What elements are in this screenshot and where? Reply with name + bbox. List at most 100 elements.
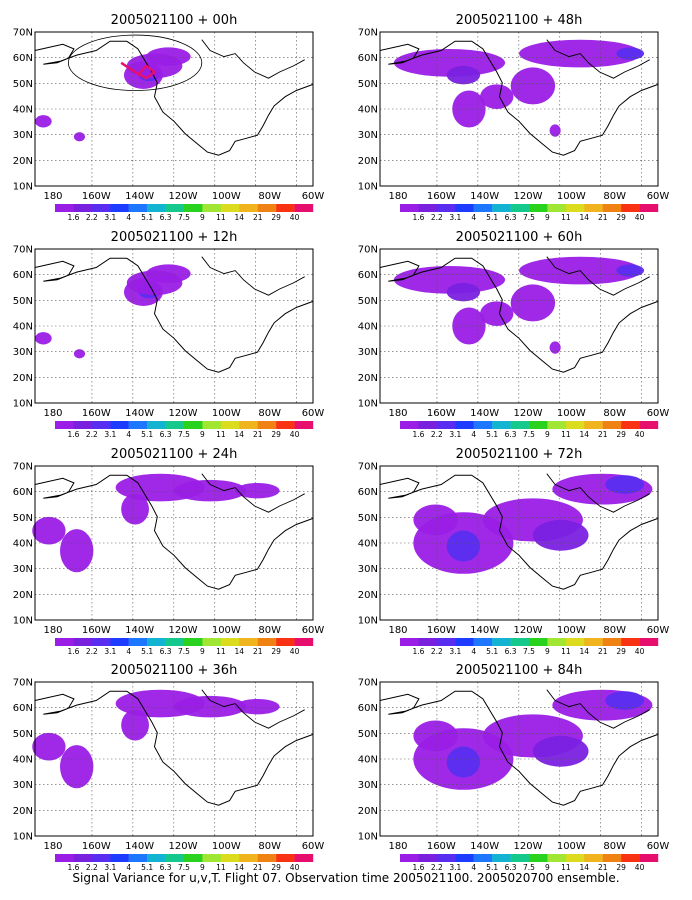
forecast-panel: 2005021100 + 48h 70N 60N 50N 40N 30N 20N 10N 180… — [358, 13, 670, 222]
colorbar-swatch — [639, 638, 659, 646]
variance-shading — [146, 264, 191, 283]
coastline — [34, 257, 314, 373]
colorbar-label: 2.2 — [431, 430, 443, 439]
flight-track — [120, 61, 157, 80]
colorbar-swatch — [276, 854, 295, 862]
variance-shading — [121, 493, 149, 525]
variance-shading — [174, 695, 247, 718]
longitude-label: 140W — [125, 841, 154, 852]
colorbar-swatch — [400, 204, 419, 212]
latitude-label: 50N — [13, 79, 33, 90]
colorbar-label: 11 — [216, 863, 226, 872]
colorbar-swatch — [418, 421, 438, 429]
variance-shading — [446, 530, 481, 562]
colorbar-label: 21 — [598, 863, 608, 872]
longitude-label: 100W — [557, 625, 586, 636]
colorbar-label: 29 — [271, 863, 281, 872]
latitude-label: 20N — [13, 806, 33, 817]
longitude-label: 120W — [514, 408, 543, 419]
longitude-label: 80W — [603, 408, 626, 419]
colorbar-label: 6.3 — [505, 430, 517, 439]
variance-shading — [616, 264, 645, 277]
colorbar-swatch — [547, 638, 567, 646]
colorbar-label: 14 — [235, 213, 245, 222]
colorbar-swatch — [91, 204, 111, 212]
colorbar-swatch — [510, 421, 530, 429]
variance-shading — [549, 124, 561, 137]
colorbar-label: 3.1 — [104, 863, 116, 872]
colorbar-label: 11 — [561, 430, 571, 439]
latitude-label: 40N — [358, 105, 378, 116]
colorbar-label: 40 — [635, 213, 645, 222]
colorbar-label: 29 — [271, 430, 281, 439]
variance-shading — [446, 746, 481, 778]
longitude-label: 80W — [258, 191, 281, 202]
colorbar-swatch — [184, 421, 203, 429]
colorbar-label: 5.1 — [141, 863, 153, 872]
colorbar-swatch — [455, 204, 474, 212]
longitude-label: 100W — [212, 841, 241, 852]
colorbar-label: 40 — [635, 647, 645, 656]
latitude-label: 60N — [13, 487, 33, 498]
latitude-label: 30N — [13, 130, 33, 141]
colorbar-swatch — [565, 204, 585, 212]
latitude-label: 50N — [358, 296, 378, 307]
colorbar-swatch — [400, 638, 419, 646]
colorbar-swatch — [473, 854, 493, 862]
latitude-label: 60N — [358, 703, 378, 714]
latitude-label: 10N — [13, 399, 33, 410]
coastline — [379, 474, 659, 590]
colorbar-label: 2.2 — [86, 647, 98, 656]
colorbar-swatch — [418, 204, 438, 212]
latitude-label: 10N — [358, 182, 378, 193]
colorbar-label: 29 — [271, 213, 281, 222]
longitude-label: 180 — [43, 841, 62, 852]
map-frame — [379, 248, 659, 404]
variance-shading — [32, 516, 66, 545]
forecast-panel: 2005021100 + 84h 70N 60N 50N 40N 30N 20N 10N 180… — [358, 663, 670, 872]
colorbar-swatch — [400, 854, 419, 862]
latitude-label: 30N — [358, 564, 378, 575]
colorbar-label: 14 — [580, 647, 590, 656]
latitude-label: 50N — [13, 513, 33, 524]
colorbar-label: 9 — [200, 430, 205, 439]
panel-title: 2005021100 + 36h — [111, 663, 238, 678]
colorbar-label: 4 — [126, 863, 131, 872]
coastline — [34, 40, 314, 156]
colorbar-swatch — [418, 638, 438, 646]
colorbar-swatch — [276, 421, 295, 429]
longitude-label: 140W — [470, 408, 499, 419]
longitude-label: 160W — [427, 841, 456, 852]
colorbar-swatch — [220, 421, 240, 429]
coastline — [379, 690, 659, 806]
colorbar-label: 40 — [290, 863, 300, 872]
colorbar-label: 4 — [126, 430, 131, 439]
colorbar-label: 11 — [216, 430, 226, 439]
colorbar-swatch — [110, 854, 129, 862]
latitude-label: 70N — [358, 245, 378, 256]
latitude-label: 50N — [358, 79, 378, 90]
longitude-label: 60W — [647, 625, 670, 636]
colorbar-label: 29 — [271, 647, 281, 656]
coastline — [546, 689, 650, 729]
colorbar-swatch — [202, 421, 222, 429]
colorbar-label: 21 — [598, 213, 608, 222]
colorbar-label: 1.6 — [412, 647, 424, 656]
colorbar-swatch — [110, 638, 129, 646]
colorbar-label: 7.5 — [523, 213, 535, 222]
colorbar-label: 14 — [580, 213, 590, 222]
coastline — [201, 256, 305, 296]
latitude-label: 30N — [13, 780, 33, 791]
longitude-label: 100W — [557, 408, 586, 419]
latitude-label: 40N — [358, 322, 378, 333]
colorbar-swatch — [202, 204, 222, 212]
colorbar-label: 9 — [200, 213, 205, 222]
variance-shading — [480, 84, 514, 109]
longitude-label: 60W — [302, 191, 325, 202]
colorbar-label: 7.5 — [523, 647, 535, 656]
latitude-label: 30N — [358, 130, 378, 141]
colorbar-swatch — [602, 421, 622, 429]
colorbar-swatch — [621, 204, 640, 212]
latitude-label: 70N — [358, 678, 378, 689]
colorbar-label: 2.2 — [431, 213, 443, 222]
